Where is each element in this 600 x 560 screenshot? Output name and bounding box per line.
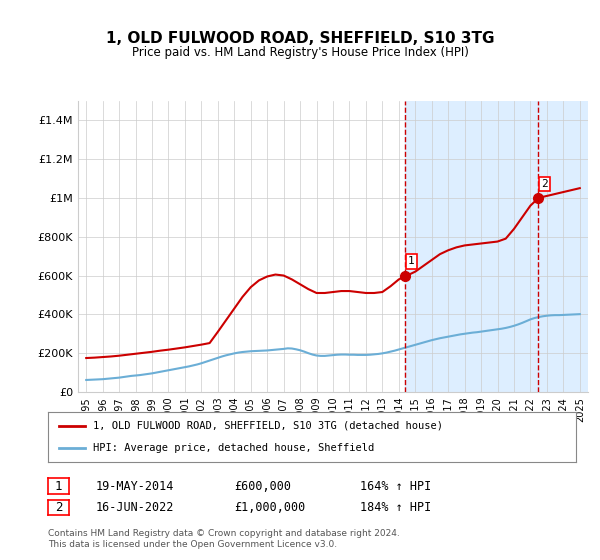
Text: HPI: Average price, detached house, Sheffield: HPI: Average price, detached house, Shef… xyxy=(93,443,374,453)
Text: 2: 2 xyxy=(55,501,62,514)
Text: 1: 1 xyxy=(408,256,415,267)
Text: 19-MAY-2014: 19-MAY-2014 xyxy=(96,479,175,493)
Text: £1,000,000: £1,000,000 xyxy=(234,501,305,514)
Text: Price paid vs. HM Land Registry's House Price Index (HPI): Price paid vs. HM Land Registry's House … xyxy=(131,46,469,59)
Text: 1, OLD FULWOOD ROAD, SHEFFIELD, S10 3TG: 1, OLD FULWOOD ROAD, SHEFFIELD, S10 3TG xyxy=(106,31,494,46)
Text: 1, OLD FULWOOD ROAD, SHEFFIELD, S10 3TG (detached house): 1, OLD FULWOOD ROAD, SHEFFIELD, S10 3TG … xyxy=(93,421,443,431)
Text: £600,000: £600,000 xyxy=(234,479,291,493)
Text: 2: 2 xyxy=(541,179,548,189)
Text: 1: 1 xyxy=(55,479,62,493)
Text: Contains HM Land Registry data © Crown copyright and database right 2024.
This d: Contains HM Land Registry data © Crown c… xyxy=(48,529,400,549)
Text: 184% ↑ HPI: 184% ↑ HPI xyxy=(360,501,431,514)
Bar xyxy=(405,101,588,392)
Text: 164% ↑ HPI: 164% ↑ HPI xyxy=(360,479,431,493)
Text: 16-JUN-2022: 16-JUN-2022 xyxy=(96,501,175,514)
